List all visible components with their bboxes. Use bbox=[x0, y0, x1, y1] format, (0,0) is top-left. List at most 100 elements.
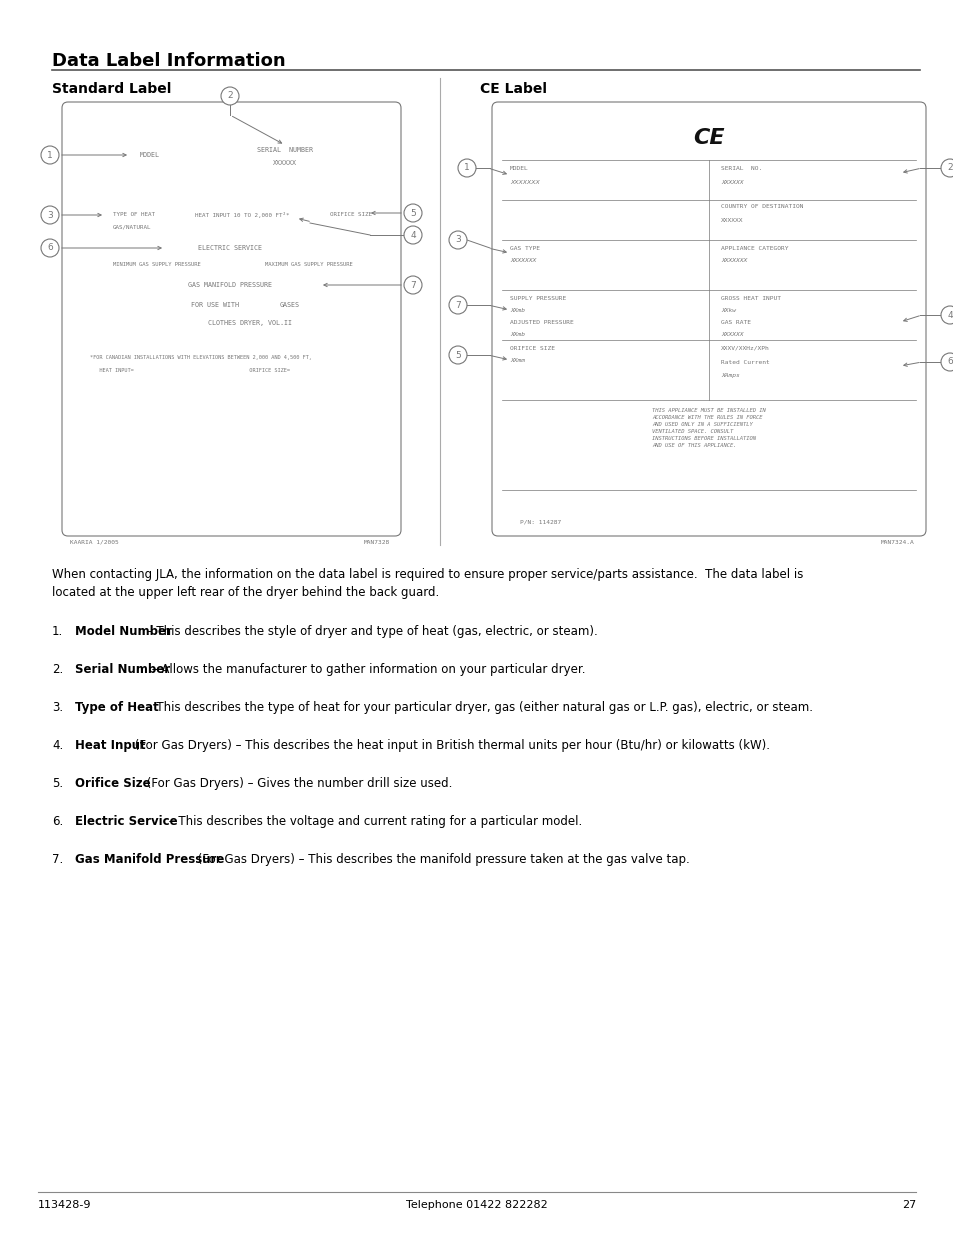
Circle shape bbox=[403, 226, 421, 245]
Text: Model Number: Model Number bbox=[75, 625, 172, 638]
Text: (For Gas Dryers) – Gives the number drill size used.: (For Gas Dryers) – Gives the number dril… bbox=[143, 777, 452, 790]
Text: Orifice Size: Orifice Size bbox=[75, 777, 151, 790]
Text: (For Gas Dryers) – This describes the manifold pressure taken at the gas valve t: (For Gas Dryers) – This describes the ma… bbox=[193, 853, 689, 866]
Text: XXXXXX: XXXXXX bbox=[720, 217, 742, 222]
Text: 4: 4 bbox=[946, 310, 952, 320]
Text: 5: 5 bbox=[410, 209, 416, 217]
Text: – This describes the type of heat for your particular dryer, gas (either natural: – This describes the type of heat for yo… bbox=[143, 701, 812, 714]
Circle shape bbox=[41, 146, 59, 164]
Text: Standard Label: Standard Label bbox=[52, 82, 172, 96]
Text: CE Label: CE Label bbox=[479, 82, 546, 96]
Text: SERIAL  NO.: SERIAL NO. bbox=[720, 165, 761, 170]
Text: KAARIA 1/2005: KAARIA 1/2005 bbox=[70, 540, 118, 545]
Text: TYPE OF HEAT: TYPE OF HEAT bbox=[112, 212, 154, 217]
Text: MODEL: MODEL bbox=[140, 152, 160, 158]
Text: COUNTRY OF DESTINATION: COUNTRY OF DESTINATION bbox=[720, 205, 802, 210]
Circle shape bbox=[449, 231, 467, 249]
Text: *FOR CANADIAN INSTALLATIONS WITH ELEVATIONS BETWEEN 2,000 AND 4,500 FT,: *FOR CANADIAN INSTALLATIONS WITH ELEVATI… bbox=[90, 356, 312, 361]
Text: Data Label Information: Data Label Information bbox=[52, 52, 285, 70]
Circle shape bbox=[221, 86, 239, 105]
Text: MINIMUM GAS SUPPLY PRESSURE: MINIMUM GAS SUPPLY PRESSURE bbox=[112, 263, 200, 268]
Text: – This describes the style of dryer and type of heat (gas, electric, or steam).: – This describes the style of dryer and … bbox=[143, 625, 597, 638]
Text: XXmb: XXmb bbox=[510, 331, 524, 336]
Text: CLOTHES DRYER, VOL.II: CLOTHES DRYER, VOL.II bbox=[208, 320, 292, 326]
Circle shape bbox=[41, 206, 59, 224]
Text: Rated Current: Rated Current bbox=[720, 359, 769, 364]
Text: APPLIANCE CATEGORY: APPLIANCE CATEGORY bbox=[720, 246, 788, 251]
Text: Electric Service: Electric Service bbox=[75, 815, 177, 827]
Text: Serial Number: Serial Number bbox=[75, 663, 170, 676]
Text: XXmb: XXmb bbox=[510, 308, 524, 312]
Circle shape bbox=[403, 204, 421, 222]
Text: P/N: 114287: P/N: 114287 bbox=[519, 520, 560, 525]
Text: 7: 7 bbox=[455, 300, 460, 310]
FancyBboxPatch shape bbox=[492, 103, 925, 536]
Text: XXXXXXX: XXXXXXX bbox=[510, 258, 536, 263]
Text: XXXXXXX: XXXXXXX bbox=[720, 258, 746, 263]
Text: MODEL: MODEL bbox=[510, 165, 528, 170]
Text: ELECTRIC SERVICE: ELECTRIC SERVICE bbox=[198, 245, 262, 251]
Text: 3: 3 bbox=[455, 236, 460, 245]
Text: XXXXXX: XXXXXX bbox=[720, 331, 742, 336]
Text: 3: 3 bbox=[47, 210, 52, 220]
Text: Type of Heat: Type of Heat bbox=[75, 701, 158, 714]
Text: located at the upper left rear of the dryer behind the back guard.: located at the upper left rear of the dr… bbox=[52, 585, 438, 599]
Text: ADJUSTED PRESSURE: ADJUSTED PRESSURE bbox=[510, 320, 573, 325]
Text: 5: 5 bbox=[455, 351, 460, 359]
Text: 4.: 4. bbox=[52, 739, 63, 752]
Text: GASES: GASES bbox=[280, 303, 299, 308]
Circle shape bbox=[457, 159, 476, 177]
Text: 6: 6 bbox=[946, 357, 952, 367]
Text: XXmm: XXmm bbox=[510, 357, 524, 363]
Text: 2.: 2. bbox=[52, 663, 63, 676]
Circle shape bbox=[403, 275, 421, 294]
Text: GAS MANIFOLD PRESSURE: GAS MANIFOLD PRESSURE bbox=[188, 282, 272, 288]
Circle shape bbox=[940, 353, 953, 370]
Text: HEAT INPUT 10 TO 2,000 FT²*: HEAT INPUT 10 TO 2,000 FT²* bbox=[194, 212, 289, 219]
Text: Heat Input: Heat Input bbox=[75, 739, 146, 752]
Text: – Allows the manufacturer to gather information on your particular dryer.: – Allows the manufacturer to gather info… bbox=[149, 663, 585, 676]
Text: 2: 2 bbox=[946, 163, 952, 173]
Text: 27: 27 bbox=[901, 1200, 915, 1210]
Text: 1: 1 bbox=[47, 151, 52, 159]
Text: 1.: 1. bbox=[52, 625, 63, 638]
Text: ORIFICE SIZE: ORIFICE SIZE bbox=[330, 212, 372, 217]
Text: MAN7328: MAN7328 bbox=[363, 540, 390, 545]
Text: MAN7324.A: MAN7324.A bbox=[881, 540, 914, 545]
FancyBboxPatch shape bbox=[62, 103, 400, 536]
Text: XXXXXX: XXXXXX bbox=[720, 179, 742, 184]
Circle shape bbox=[41, 240, 59, 257]
Text: HEAT INPUT=                                     ORIFICE SIZE=: HEAT INPUT= ORIFICE SIZE= bbox=[90, 368, 290, 373]
Text: 4: 4 bbox=[410, 231, 416, 240]
Text: FOR USE WITH: FOR USE WITH bbox=[191, 303, 239, 308]
Text: 6.: 6. bbox=[52, 815, 63, 827]
Text: 5.: 5. bbox=[52, 777, 63, 790]
Text: XXXXXX: XXXXXX bbox=[273, 161, 296, 165]
Text: 7: 7 bbox=[410, 280, 416, 289]
Text: 6: 6 bbox=[47, 243, 52, 252]
Text: 3.: 3. bbox=[52, 701, 63, 714]
Circle shape bbox=[940, 159, 953, 177]
Text: – This describes the voltage and current rating for a particular model.: – This describes the voltage and current… bbox=[165, 815, 582, 827]
Text: XXkw: XXkw bbox=[720, 308, 735, 312]
Text: When contacting JLA, the information on the data label is required to ensure pro: When contacting JLA, the information on … bbox=[52, 568, 802, 580]
Text: GAS RATE: GAS RATE bbox=[720, 320, 750, 325]
Text: Telephone 01422 822282: Telephone 01422 822282 bbox=[406, 1200, 547, 1210]
Text: XXXV/XXHz/XPh: XXXV/XXHz/XPh bbox=[720, 346, 769, 351]
Text: 2: 2 bbox=[227, 91, 233, 100]
Text: MAXIMUM GAS SUPPLY PRESSURE: MAXIMUM GAS SUPPLY PRESSURE bbox=[265, 263, 353, 268]
Text: ORIFICE SIZE: ORIFICE SIZE bbox=[510, 346, 555, 351]
Text: SERIAL  NUMBER: SERIAL NUMBER bbox=[256, 147, 313, 153]
Text: GROSS HEAT INPUT: GROSS HEAT INPUT bbox=[720, 295, 781, 300]
Text: GAS/NATURAL: GAS/NATURAL bbox=[112, 225, 152, 230]
Text: 7.: 7. bbox=[52, 853, 63, 866]
Text: XXXXXXX: XXXXXXX bbox=[510, 179, 539, 184]
Text: 113428-9: 113428-9 bbox=[38, 1200, 91, 1210]
Text: SUPPLY PRESSURE: SUPPLY PRESSURE bbox=[510, 295, 566, 300]
Circle shape bbox=[940, 306, 953, 324]
Text: 1: 1 bbox=[464, 163, 470, 173]
Circle shape bbox=[449, 296, 467, 314]
Text: CE: CE bbox=[693, 128, 724, 148]
Text: GAS TYPE: GAS TYPE bbox=[510, 246, 539, 251]
Text: Gas Manifold Pressure: Gas Manifold Pressure bbox=[75, 853, 224, 866]
